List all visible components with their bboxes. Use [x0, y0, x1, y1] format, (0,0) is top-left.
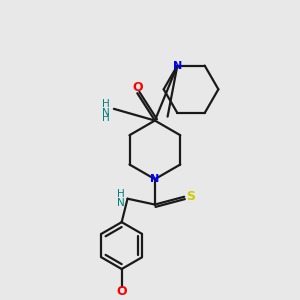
Text: N: N [150, 174, 160, 184]
Text: O: O [116, 285, 127, 298]
Text: O: O [132, 81, 142, 94]
Text: H
N: H N [102, 99, 110, 119]
Text: H
N: H N [117, 189, 124, 208]
Text: N: N [173, 61, 182, 70]
Text: S: S [187, 190, 196, 203]
Text: H: H [102, 112, 110, 123]
